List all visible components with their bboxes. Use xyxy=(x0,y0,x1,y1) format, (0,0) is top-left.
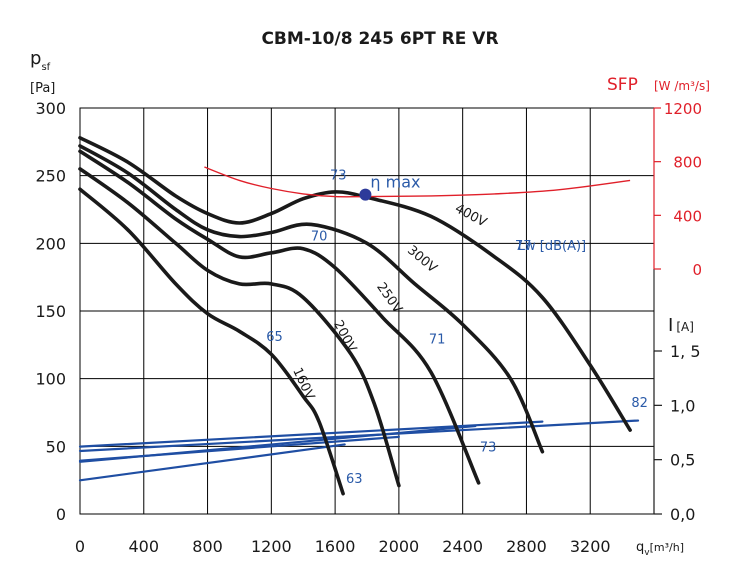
x-axis-label: qv[m³/h] xyxy=(636,540,684,558)
sfp-curve xyxy=(204,166,631,198)
x-tick-label: 2800 xyxy=(506,537,547,556)
pressure-curve-200v xyxy=(78,167,401,488)
y-axis-unit: [Pa] xyxy=(30,81,55,96)
sfp-axis-unit: [W /m³/s] xyxy=(654,79,710,93)
current-axis-unit: [A] xyxy=(676,320,694,334)
sfp-tick-label: 1200 xyxy=(664,100,702,118)
y-axis-label-base: p xyxy=(30,48,41,69)
axis-ticks: 0 400 800 1200 1600 2000 2400 2800 3200050100150… xyxy=(35,99,702,556)
sfp-curve-group xyxy=(204,166,631,198)
y-tick-label: 250 xyxy=(35,167,66,186)
sfp-tick-label: 400 xyxy=(673,207,702,225)
sound-level-label: 73 xyxy=(480,441,497,456)
x-tick-label: 1600 xyxy=(315,537,356,556)
sfp-axis-label: SFP xyxy=(607,75,638,95)
current-axis-label: I [A] xyxy=(668,315,694,336)
y-axis-label: psf xyxy=(30,48,51,73)
sound-level-label: 71 xyxy=(429,332,446,347)
chart-title: CBM-10/8 245 6PT RE VR xyxy=(261,29,498,49)
y-tick-label: 100 xyxy=(35,370,66,389)
x-tick-label: 0 xyxy=(75,537,85,556)
sound-level-label: 77 xyxy=(515,239,532,254)
sfp-tick-label: 800 xyxy=(673,154,702,172)
x-tick-label: 3200 xyxy=(570,537,611,556)
y-tick-label: 300 xyxy=(35,99,66,118)
current-tick-label: 0,0 xyxy=(670,505,695,524)
current-tick-label: 1,0 xyxy=(670,396,695,415)
y-axis-label-sub: sf xyxy=(41,62,50,73)
current-tick-label: 1, 5 xyxy=(670,342,701,361)
sound-level-label: 73 xyxy=(330,169,347,184)
sound-level-label: 65 xyxy=(266,330,283,345)
current-axis-label-base: I xyxy=(668,315,673,336)
pressure-curve-300v xyxy=(78,144,545,454)
x-tick-label: 2000 xyxy=(379,537,420,556)
x-axis-label-unit: [m³/h] xyxy=(650,541,684,554)
current-lines xyxy=(78,419,640,482)
current-tick-label: 0,5 xyxy=(670,451,695,470)
sound-level-label: 82 xyxy=(631,396,648,411)
pressure-curve-400v xyxy=(78,136,632,432)
eta-max-point xyxy=(359,188,372,201)
sound-level-label: Lw [dB(A)] xyxy=(518,239,586,254)
pressure-curves xyxy=(78,136,632,496)
eta-max-group: η max xyxy=(359,173,420,201)
x-tick-label: 400 xyxy=(129,537,160,556)
x-tick-label: 1200 xyxy=(251,537,292,556)
sound-level-label: 63 xyxy=(346,472,363,487)
eta-max-label: η max xyxy=(370,173,420,192)
pressure-curve-250v xyxy=(78,149,481,485)
sfp-tick-label: 0 xyxy=(692,261,702,279)
y-tick-label: 0 xyxy=(56,505,66,524)
y-tick-label: 200 xyxy=(35,234,66,253)
x-axis-label-base: q xyxy=(636,540,644,555)
x-axis-label-sub: v xyxy=(644,548,650,558)
sound-level-label: 70 xyxy=(311,230,328,245)
current-line-160v xyxy=(78,443,346,482)
y-tick-label: 50 xyxy=(46,437,66,456)
x-tick-label: 800 xyxy=(192,537,223,556)
x-tick-label: 2400 xyxy=(442,537,483,556)
current-line-200v xyxy=(78,435,400,462)
pressure-curve-160v xyxy=(78,187,345,496)
y-tick-label: 150 xyxy=(35,302,66,321)
